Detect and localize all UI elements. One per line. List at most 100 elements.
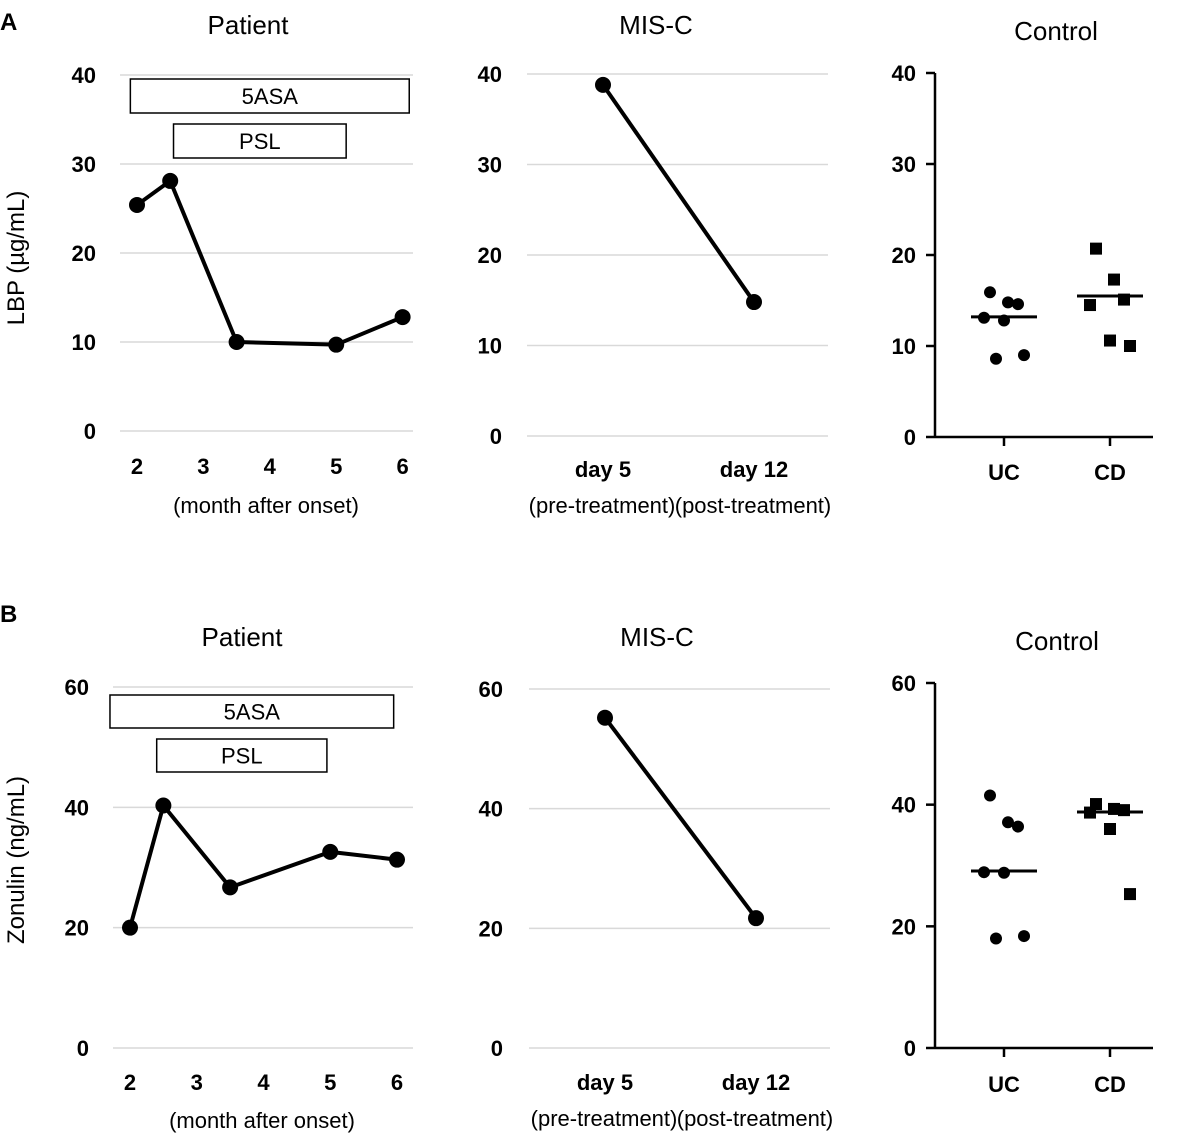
treatment-bar <box>129 78 410 114</box>
data-point-circle <box>1018 349 1030 362</box>
y-tick-label: 0 <box>904 425 916 450</box>
x-tick-label: CD <box>1094 1072 1126 1097</box>
chart-a-control: Control 0 10 20 30 40 UC CD <box>892 16 1153 485</box>
data-point <box>122 919 138 936</box>
data-point-circle <box>984 286 996 299</box>
x-tick-label: 5 <box>330 454 342 479</box>
x-tick-label: 2 <box>124 1070 136 1095</box>
data-point <box>748 910 764 927</box>
x-tick-sublabel: (post-treatment) <box>677 1106 834 1131</box>
y-axis-label-lbp: LBP (µg/mL) <box>3 191 30 326</box>
data-point <box>389 851 405 868</box>
data-point <box>746 294 762 311</box>
y-tick-label: 40 <box>479 797 503 822</box>
x-tick-label: 2 <box>131 454 143 479</box>
y-tick-label: 40 <box>72 63 96 88</box>
data-point <box>597 709 613 726</box>
chart-a-misc: MIS-C 0 10 20 30 40 day 5 (pre-treatment) day 12… <box>478 10 832 518</box>
y-tick-label: 40 <box>892 793 916 818</box>
x-tick-label: 4 <box>264 454 277 479</box>
x-tick-label: 5 <box>324 1070 336 1095</box>
y-tick-label: 60 <box>892 671 916 696</box>
chart-title: Control <box>1014 16 1098 46</box>
y-tick-label: 30 <box>478 153 502 178</box>
data-point-circle <box>1012 298 1024 311</box>
data-point <box>394 309 411 326</box>
x-tick-label: 3 <box>197 454 209 479</box>
data-point <box>322 843 339 860</box>
data-point <box>228 334 245 350</box>
x-tick-label: UC <box>988 460 1020 485</box>
x-tick-label: 6 <box>396 454 408 479</box>
treatment-bar <box>109 694 395 729</box>
data-point <box>129 196 145 213</box>
y-tick-label: 20 <box>65 916 89 941</box>
data-point-circle <box>1002 296 1014 309</box>
y-tick-label: 0 <box>491 1036 503 1061</box>
x-tick-label: UC <box>988 1072 1020 1097</box>
chart-title: Patient <box>208 10 290 40</box>
x-tick-label: 6 <box>391 1070 403 1095</box>
y-tick-label: 40 <box>65 795 89 820</box>
data-point-circle <box>1012 820 1024 833</box>
chart-b-patient: Patient 0 20 40 60 2 3 4 5 6 (month after onset) 5A… <box>65 622 413 1133</box>
chart-b-misc: MIS-C 0 20 40 60 day 5 (pre-treatment) day 12 (p… <box>479 622 834 1131</box>
data-point <box>222 879 239 896</box>
chart-title: Control <box>1015 626 1099 656</box>
panel-letter-a: A <box>0 9 17 36</box>
y-tick-label: 20 <box>72 241 96 266</box>
x-tick-sublabel: (post-treatment) <box>675 493 832 518</box>
x-tick-sublabel: (pre-treatment) <box>529 493 676 518</box>
data-point-square <box>1104 823 1116 835</box>
x-tick-label: CD <box>1094 460 1126 485</box>
y-tick-label: 60 <box>479 677 503 702</box>
treatment-bar <box>155 738 328 773</box>
chart-title: MIS-C <box>619 10 693 40</box>
y-tick-label: 20 <box>478 243 502 268</box>
data-point-circle <box>1018 930 1030 943</box>
y-tick-label: 20 <box>892 914 916 939</box>
y-tick-label: 0 <box>904 1036 916 1061</box>
series-line <box>128 803 398 929</box>
y-tick-label: 10 <box>72 330 96 355</box>
data-point-circle <box>998 866 1010 879</box>
y-tick-label: 0 <box>490 424 502 449</box>
chart-a-patient: Patient 0 10 20 30 40 2 3 4 5 6 (month after onset)… <box>72 10 413 518</box>
x-tick-label: day 12 <box>722 1070 791 1095</box>
treatment-label: 5ASA <box>242 84 299 109</box>
y-tick-label: 40 <box>892 61 916 86</box>
y-tick-label: 30 <box>72 152 96 177</box>
series-line <box>135 178 404 347</box>
treatment-label: PSL <box>239 129 281 154</box>
y-tick-label: 20 <box>479 916 503 941</box>
x-axis-label: (month after onset) <box>169 1108 355 1133</box>
data-point <box>155 797 172 814</box>
data-point <box>595 76 611 93</box>
data-point-square <box>1084 299 1096 312</box>
y-axis-label-zonulin: Zonulin (ng/mL) <box>3 776 30 944</box>
data-point-square <box>1104 334 1116 347</box>
data-point-circle <box>984 789 996 802</box>
chart-title: MIS-C <box>620 622 694 652</box>
y-tick-label: 30 <box>892 152 916 177</box>
data-point-square <box>1124 888 1136 901</box>
x-tick-label: day 5 <box>577 1070 633 1095</box>
treatment-label: 5ASA <box>224 700 281 725</box>
data-point <box>162 172 179 189</box>
x-tick-label: day 5 <box>575 457 631 482</box>
x-tick-label: day 12 <box>720 457 789 482</box>
y-tick-label: 60 <box>65 675 89 700</box>
y-tick-label: 0 <box>84 419 96 444</box>
x-tick-sublabel: (pre-treatment) <box>531 1106 678 1131</box>
y-tick-label: 40 <box>478 62 502 87</box>
chart-title: Patient <box>202 622 284 652</box>
treatment-label: PSL <box>221 744 263 769</box>
treatment-bar <box>172 123 347 159</box>
y-tick-label: 10 <box>892 334 916 359</box>
x-tick-label: 3 <box>191 1070 203 1095</box>
data-point-circle <box>990 932 1002 945</box>
x-tick-label: 4 <box>257 1070 270 1095</box>
data-point-circle <box>1002 816 1014 829</box>
series-line <box>601 83 756 304</box>
